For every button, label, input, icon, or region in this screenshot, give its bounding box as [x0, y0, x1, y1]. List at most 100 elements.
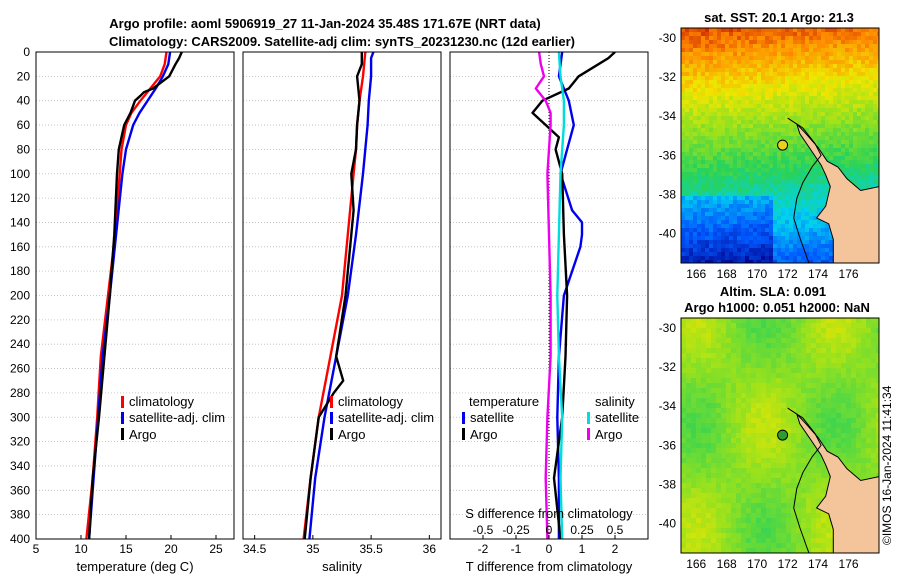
map-cell [781, 533, 787, 539]
map-cell [745, 164, 750, 169]
map-cell [781, 323, 787, 329]
map-cell [766, 383, 772, 389]
map-cell [851, 448, 857, 454]
map-cell [741, 408, 747, 414]
map-cell [841, 343, 847, 349]
map-cell [776, 473, 782, 479]
map-cell [745, 80, 750, 85]
map-cell [796, 368, 802, 374]
map-cell [701, 76, 706, 81]
map-cell [751, 488, 757, 494]
map-cell [721, 212, 726, 217]
map-cell [711, 493, 717, 499]
map-cell [737, 36, 742, 41]
map-cell [693, 224, 698, 229]
map-cell [701, 136, 706, 141]
map-cell [717, 216, 722, 221]
map-cell [861, 176, 866, 181]
map-cell [773, 248, 778, 253]
map-cell [877, 32, 879, 37]
map-cell [741, 373, 747, 379]
map-cell [696, 363, 702, 369]
map-cell [709, 132, 714, 137]
map-cell [733, 240, 738, 245]
depth-tick-label: 140 [10, 215, 30, 229]
map-cell [817, 144, 822, 149]
map-cell [801, 388, 807, 394]
map-cell [857, 64, 862, 69]
map-cell [821, 518, 827, 524]
map-cell [706, 518, 712, 524]
map-cell [833, 160, 838, 165]
map-cell [726, 453, 732, 459]
map-cell [689, 44, 694, 49]
map-cell [761, 260, 766, 263]
map-cell [793, 128, 798, 133]
map-cell [765, 204, 770, 209]
map-cell [685, 72, 690, 77]
map-cell [761, 418, 767, 424]
map-cell [756, 478, 762, 484]
map-cell [729, 124, 734, 129]
map-cell [841, 388, 847, 394]
map-cell [769, 208, 774, 213]
map-cell [741, 513, 747, 519]
map-cell [809, 96, 814, 101]
map-cell [866, 458, 872, 464]
map-cell [749, 220, 754, 225]
map-cell [809, 196, 814, 201]
map-cell [721, 28, 726, 33]
map-cell [737, 68, 742, 73]
map-cell [749, 252, 754, 257]
lat-tick-label: -34 [659, 109, 677, 123]
map-cell [716, 513, 722, 519]
map-cell [841, 448, 847, 454]
map-cell [846, 358, 852, 364]
map-cell [793, 68, 798, 73]
map-cell [701, 120, 706, 125]
map-cell [741, 328, 747, 334]
map-cell [845, 164, 850, 169]
map-cell [696, 508, 702, 514]
map-cell [716, 343, 722, 349]
map-cell [765, 112, 770, 117]
map-cell [833, 108, 838, 113]
map-cell [811, 418, 817, 424]
map-cell [813, 40, 818, 45]
map-cell [757, 172, 762, 177]
map-cell [749, 32, 754, 37]
map-cell [757, 212, 762, 217]
map-cell [781, 40, 786, 45]
map-cell [866, 378, 872, 384]
map-cell [717, 32, 722, 37]
map-cell [806, 498, 812, 504]
map-cell [729, 260, 734, 263]
map-cell [721, 413, 727, 419]
map-cell [849, 160, 854, 165]
map-cell [831, 368, 837, 374]
map-cell [796, 458, 802, 464]
map-cell [713, 232, 718, 237]
map-cell [689, 96, 694, 101]
map-cell [821, 136, 826, 141]
map-cell [786, 343, 792, 349]
map-cell [761, 538, 767, 544]
map-cell [686, 453, 692, 459]
map-cell [686, 338, 692, 344]
map-cell [845, 176, 850, 181]
map-cell [765, 32, 770, 37]
t-difference-xlabel: T difference from climatology [466, 559, 633, 574]
map-cell [709, 208, 714, 213]
map-cell [731, 438, 737, 444]
map-cell [736, 353, 742, 359]
map-cell [741, 184, 746, 189]
map-cell [771, 493, 777, 499]
map-cell [706, 498, 712, 504]
map-cell [797, 148, 802, 153]
map-cell [793, 64, 798, 69]
map-cell [871, 368, 877, 374]
map-cell [789, 256, 794, 261]
map-cell [751, 518, 757, 524]
map-cell [821, 513, 827, 519]
